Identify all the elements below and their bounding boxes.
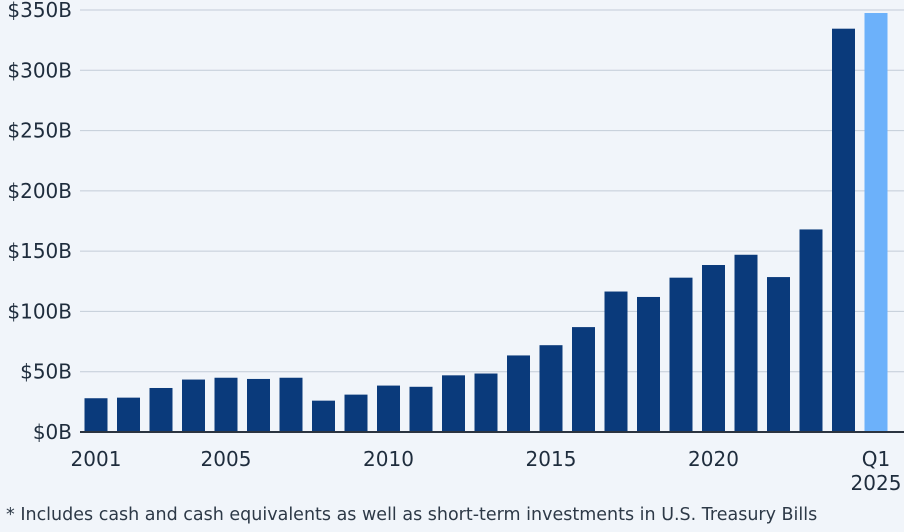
bar: [279, 377, 303, 432]
y-tick-label: $0B: [33, 420, 72, 444]
bar: [442, 375, 465, 432]
y-tick-label: $150B: [7, 239, 72, 263]
bar: [84, 398, 108, 432]
bar: [214, 377, 238, 432]
x-tick-label: 2020: [688, 447, 739, 471]
bar: [377, 385, 400, 432]
bar: [637, 296, 660, 432]
bar: [312, 400, 335, 432]
x-tick-label: 2010: [363, 447, 414, 471]
bar: [247, 378, 270, 432]
bar: [474, 373, 498, 432]
bar: [864, 13, 888, 432]
bar: [702, 265, 725, 432]
y-tick-label: $100B: [7, 299, 72, 323]
bar: [604, 291, 628, 432]
bar: [799, 229, 823, 432]
y-tick-label: $350B: [7, 0, 72, 22]
bar: [507, 355, 530, 432]
x-tick-label: 2001: [71, 447, 122, 471]
bar: [767, 277, 790, 432]
x-tick-label: 2015: [526, 447, 577, 471]
bar: [117, 397, 140, 432]
bar: [409, 386, 433, 432]
x-tick-label: 2005: [201, 447, 252, 471]
bar: [149, 387, 173, 432]
bar: [344, 394, 368, 432]
bar: [734, 254, 758, 432]
y-tick-label: $300B: [7, 58, 72, 82]
x-tick-label: Q1: [862, 447, 890, 471]
bar: [572, 327, 595, 432]
bar: [539, 345, 563, 432]
x-tick-label: 2025: [851, 471, 902, 495]
y-tick-label: $200B: [7, 179, 72, 203]
y-tick-label: $50B: [20, 360, 72, 384]
y-tick-label: $250B: [7, 119, 72, 143]
bar-chart: $0B $50B $100B $150B $200B $250B $300B $350B 200…: [7, 0, 904, 495]
footnote: * Includes cash and cash equivalents as …: [6, 505, 818, 525]
bar: [182, 379, 205, 432]
bar: [669, 277, 693, 432]
bar: [832, 28, 855, 432]
